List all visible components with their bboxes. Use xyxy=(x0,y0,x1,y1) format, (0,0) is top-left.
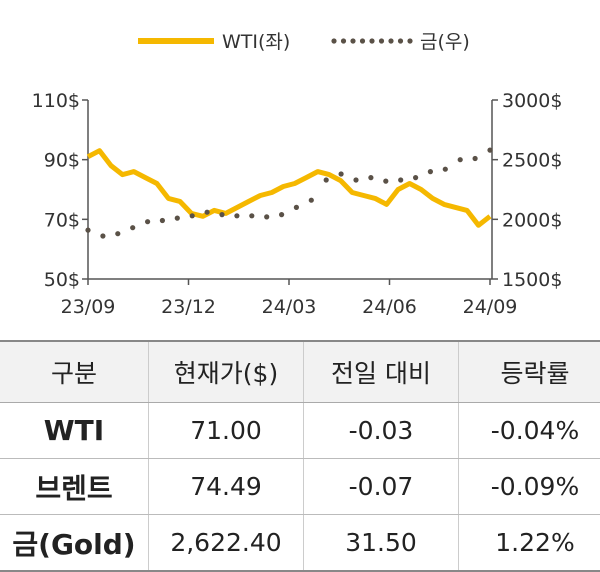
gold-series-point xyxy=(219,212,224,217)
y-left-tick-label: 110$ xyxy=(32,90,80,112)
gold-series-point xyxy=(339,171,344,176)
price-table-wrap: 구분 현재가($) 전일 대비 등락률 WTI 71.00 -0.03 -0.0… xyxy=(0,340,600,561)
gold-series-point xyxy=(473,156,478,161)
gold-series-point xyxy=(190,213,195,218)
line-chart: 110$ 90$ 70$ 50$ 3000$ 2500$ 2000$ 1500$ 23/09 23… xyxy=(0,0,600,335)
gold-series-point xyxy=(160,218,165,223)
wti-series-line xyxy=(88,151,490,226)
legend-gold-label: 금(우) xyxy=(420,31,470,53)
gold-series-point xyxy=(175,216,180,221)
change-cell: 31.50 xyxy=(304,515,459,572)
x-tick-label: 24/03 xyxy=(262,296,317,318)
gold-series-point xyxy=(294,205,299,210)
gold-series-point xyxy=(368,175,373,180)
col-header-category: 구분 xyxy=(0,341,149,403)
gold-series-point xyxy=(205,210,210,215)
legend-gold-swatch-dot xyxy=(350,38,355,43)
y-right-tick-label: 3000$ xyxy=(502,90,562,112)
legend-wti-label: WTI(좌) xyxy=(222,31,290,53)
table-row: WTI 71.00 -0.03 -0.04% xyxy=(0,403,600,459)
legend-gold-swatch-dot xyxy=(331,38,336,43)
legend-gold-swatch-dot xyxy=(388,38,393,43)
y-right-tick-label: 2500$ xyxy=(502,150,562,172)
gold-series-point xyxy=(324,177,329,182)
gold-series-point xyxy=(234,213,239,218)
x-tick-label: 24/09 xyxy=(463,296,518,318)
gold-series-point xyxy=(487,148,492,153)
gold-series-point xyxy=(279,212,284,217)
price-cell: 2,622.40 xyxy=(149,515,304,572)
gold-series-point xyxy=(353,177,358,182)
price-table: 구분 현재가($) 전일 대비 등락률 WTI 71.00 -0.03 -0.0… xyxy=(0,340,600,572)
legend-gold-swatch-dot xyxy=(379,38,384,43)
price-cell: 74.49 xyxy=(149,459,304,515)
gold-series-point xyxy=(428,169,433,174)
rate-cell: -0.04% xyxy=(459,403,600,459)
change-cell: -0.03 xyxy=(304,403,459,459)
gold-series-point xyxy=(383,179,388,184)
x-tick-label: 23/09 xyxy=(61,296,116,318)
change-cell: -0.07 xyxy=(304,459,459,515)
y-left-tick-label: 90$ xyxy=(44,150,80,172)
gold-series-point xyxy=(115,231,120,236)
gold-series-point xyxy=(85,228,90,233)
y-right-tick-label: 2000$ xyxy=(502,209,562,231)
gold-series-point xyxy=(100,233,105,238)
y-right-tick-label: 1500$ xyxy=(502,269,562,291)
gold-series-point xyxy=(443,167,448,172)
rate-cell: -0.09% xyxy=(459,459,600,515)
gold-series-point xyxy=(130,225,135,230)
row-label: 브렌트 xyxy=(0,459,149,515)
legend-gold-swatch-dot xyxy=(360,38,365,43)
gold-series-point xyxy=(309,198,314,203)
chart-area: 110$ 90$ 70$ 50$ 3000$ 2500$ 2000$ 1500$ 23/09 23… xyxy=(0,0,600,335)
legend-gold-swatch-dot xyxy=(398,38,403,43)
gold-series-point xyxy=(398,177,403,182)
table-header-row: 구분 현재가($) 전일 대비 등락률 xyxy=(0,341,600,403)
y-left-tick-label: 70$ xyxy=(44,209,80,231)
legend-gold-swatch-dot xyxy=(341,38,346,43)
gold-series-point xyxy=(264,214,269,219)
price-cell: 71.00 xyxy=(149,403,304,459)
col-header-change: 전일 대비 xyxy=(304,341,459,403)
gold-series-point xyxy=(145,219,150,224)
y-left-tick-label: 50$ xyxy=(44,269,80,291)
col-header-price: 현재가($) xyxy=(149,341,304,403)
gold-series-point xyxy=(413,175,418,180)
rate-cell: 1.22% xyxy=(459,515,600,572)
table-row: 금(Gold) 2,622.40 31.50 1.22% xyxy=(0,515,600,572)
gold-series-point xyxy=(458,157,463,162)
legend-gold-swatch-dot xyxy=(407,38,412,43)
legend-gold-swatch-dot xyxy=(369,38,374,43)
gold-series-point xyxy=(249,213,254,218)
col-header-rate: 등락률 xyxy=(459,341,600,403)
x-tick-label: 23/12 xyxy=(161,296,216,318)
table-row: 브렌트 74.49 -0.07 -0.09% xyxy=(0,459,600,515)
row-label: 금(Gold) xyxy=(0,515,149,572)
row-label: WTI xyxy=(0,403,149,459)
x-tick-label: 24/06 xyxy=(362,296,417,318)
